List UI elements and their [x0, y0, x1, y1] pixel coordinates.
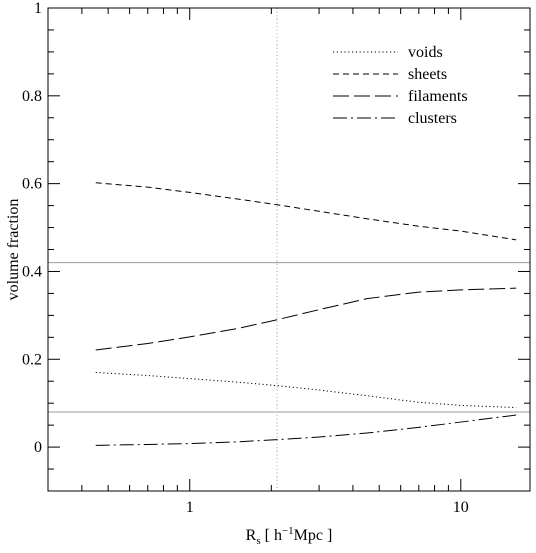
x-axis-label: Rs [ h−1Mpc ]	[246, 525, 333, 547]
series-line-clusters	[95, 414, 517, 446]
y-tick-label: 0.6	[22, 176, 42, 193]
y-tick-label: 1	[34, 0, 42, 17]
y-tick-label: 0	[34, 439, 42, 456]
axes: 0 0.2 0.4 0.6 0.8 1 1 10	[22, 0, 531, 516]
legend-label-sheets: sheets	[408, 66, 447, 83]
y-axis-label: volume fraction	[5, 199, 22, 301]
plot-area	[48, 8, 530, 491]
series-line-voids	[95, 371, 517, 409]
x-tick-label: 10	[453, 499, 469, 516]
legend: voids sheets filaments clusters	[333, 44, 468, 127]
y-tick-label: 0.8	[22, 88, 42, 105]
series-line-sheets	[95, 182, 517, 241]
series-line-filaments	[95, 287, 517, 351]
legend-label-filaments: filaments	[408, 88, 468, 105]
legend-label-clusters: clusters	[408, 110, 457, 127]
x-tick-label: 1	[186, 499, 194, 516]
y-tick-label: 0.2	[22, 351, 42, 368]
axis-labels: Rs [ h−1Mpc ] volume fraction	[5, 199, 332, 547]
y-tick-label: 0.4	[22, 263, 42, 280]
plot-frame	[47, 7, 531, 492]
legend-label-voids: voids	[408, 44, 443, 61]
